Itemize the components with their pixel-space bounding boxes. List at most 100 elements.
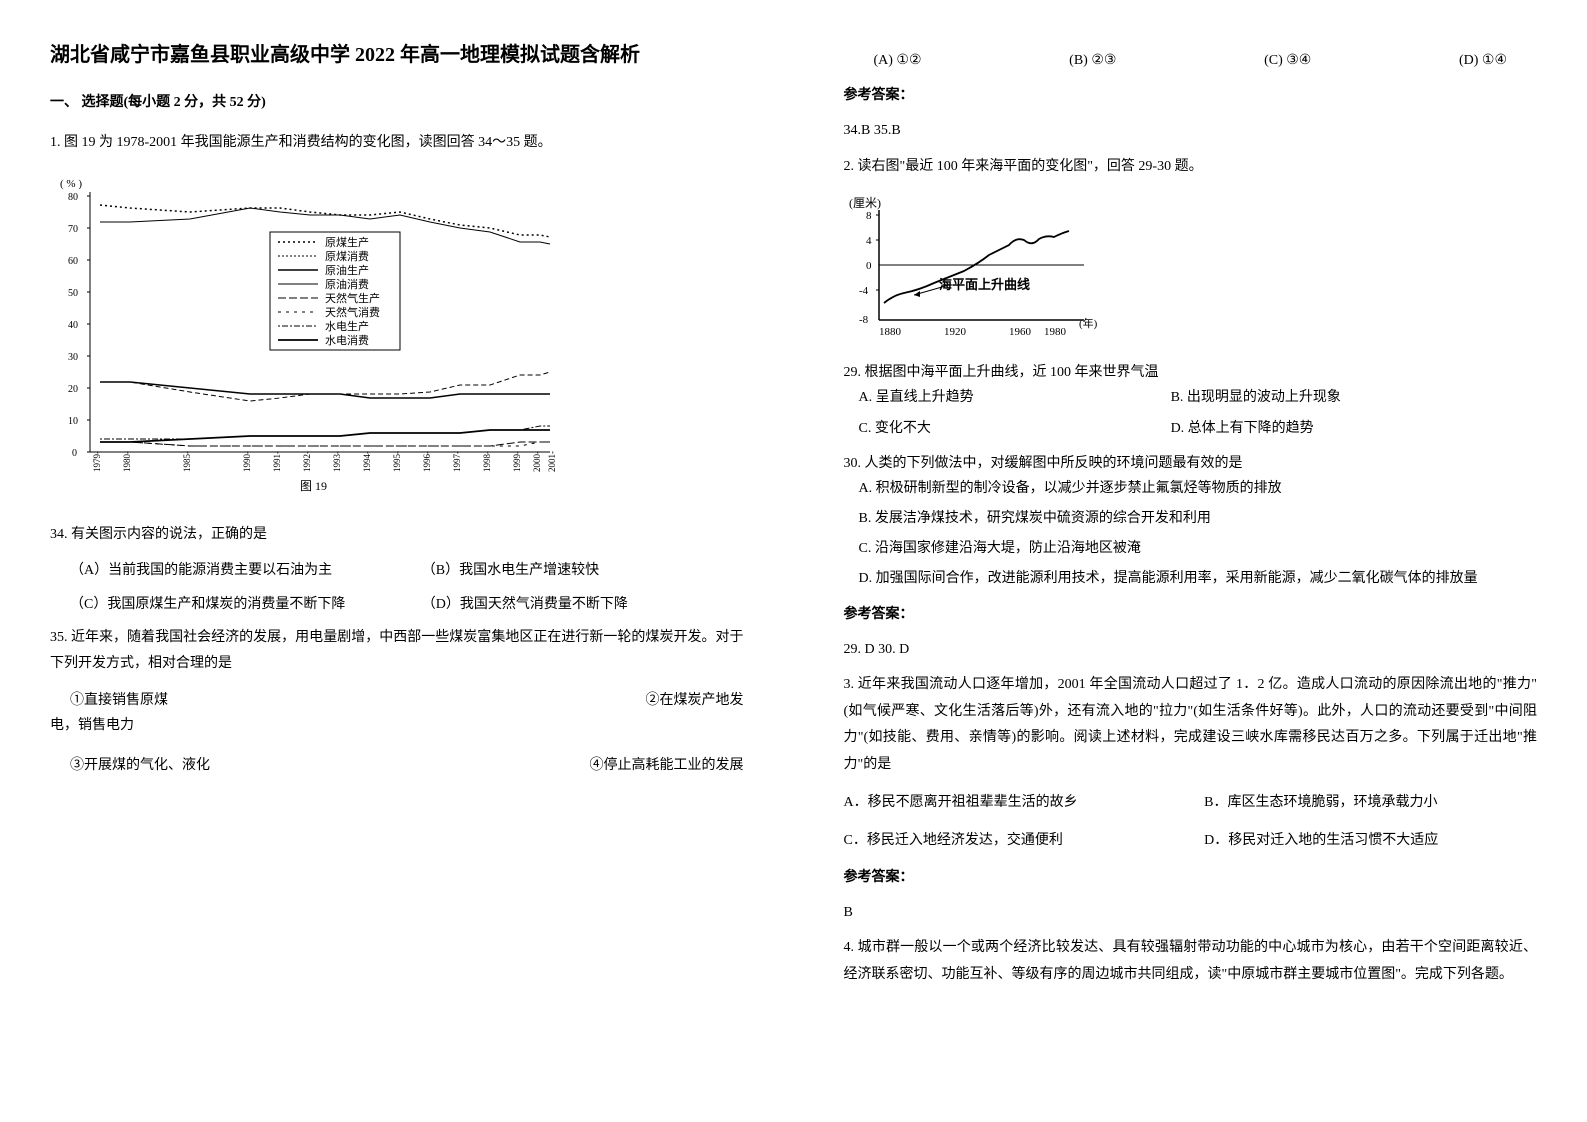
q30-b: B. 发展洁净煤技术，研究煤炭中硫资源的综合开发和利用 [844,506,1538,531]
q34-options-2: （C）我国原煤生产和煤炭的消费量不断下降 （D）我国天然气消费量不断下降 [50,592,744,617]
q29-row2: C. 变化不大 D. 总体上有下降的趋势 [844,416,1538,446]
svg-text:(年): (年) [1079,316,1098,330]
answer-3: B [844,900,1538,925]
svg-text:1996-: 1996- [422,451,432,472]
q30-a: A. 积极研制新型的制冷设备，以减少并逐步禁止氟氯烃等物质的排放 [844,476,1538,501]
answer-label-2: 参考答案： [844,602,1538,627]
left-column: 湖北省咸宁市嘉鱼县职业高级中学 2022 年高一地理模拟试题含解析 一、 选择题… [0,0,794,1122]
sealevel-chart-svg: (厘米) 8 4 0 -4 -8 1880 1920 1960 1980 (年) [844,195,1124,345]
curve-label: 海平面上升曲线 [939,277,1030,292]
svg-text:1994-: 1994- [362,451,372,472]
q30: 30. 人类的下列做法中，对缓解图中所反映的环境问题最有效的是 [844,451,1538,476]
q35-2: ②在煤炭产地发 [646,688,744,713]
q3: 3. 近年来我国流动人口逐年增加，2001 年全国流动人口超过了 1．2 亿。造… [844,672,1538,778]
q35-4: ④停止高耗能工业的发展 [590,753,744,778]
svg-text:80: 80 [68,192,78,203]
q29-c: C. 变化不大 [844,416,1156,441]
svg-text:1995-: 1995- [392,451,402,472]
svg-text:天然气消费: 天然气消费 [325,305,380,319]
opt-b: (B) ②③ [1069,48,1116,73]
y-axis-label: ( % ) [60,178,82,190]
svg-text:天然气生产: 天然气生产 [325,291,380,305]
svg-text:1980: 1980 [1044,326,1067,338]
svg-text:0: 0 [72,448,77,459]
chart1-caption: 图 19 [300,479,327,492]
q34-d: （D）我国天然气消费量不断下降 [422,592,744,617]
q35-row1: ①直接销售原煤 ②在煤炭产地发 [50,688,744,713]
q1-intro: 1. 图 19 为 1978-2001 年我国能源生产和消费结构的变化图，读图回… [50,130,744,157]
answer-2: 29. D 30. D [844,637,1538,662]
svg-text:1990-: 1990- [242,451,252,472]
svg-text:1999-: 1999- [512,451,522,472]
svg-text:2000-: 2000- [532,451,542,472]
q3-c: C．移民迁入地经济发达，交通便利 [844,828,1205,853]
svg-text:水电消费: 水电消费 [325,333,369,347]
svg-text:-4: -4 [859,285,869,297]
chart-1: ( % ) 0 10 20 30 40 50 60 70 80 [50,172,744,492]
svg-text:原油生产: 原油生产 [325,263,369,277]
svg-text:8: 8 [866,210,872,222]
svg-text:1920: 1920 [944,326,967,338]
q29-d: D. 总体上有下降的趋势 [1156,416,1314,441]
q29-b: B. 出现明显的波动上升现象 [1156,385,1341,410]
q34-c: （C）我国原煤生产和煤炭的消费量不断下降 [70,592,392,617]
q35-row2: ③开展煤的气化、液化 ④停止高耗能工业的发展 [50,753,744,778]
q35: 35. 近年来，随着我国社会经济的发展，用电量剧增，中西部一些煤炭富集地区正在进… [50,625,744,678]
answer-1: 34.B 35.B [844,118,1538,143]
svg-text:0: 0 [866,260,872,272]
abcd-options: (A) ①② (B) ②③ (C) ③④ (D) ①④ [844,48,1538,73]
q29-row1: A. 呈直线上升趋势 B. 出现明显的波动上升现象 [844,385,1538,415]
right-column: (A) ①② (B) ②③ (C) ③④ (D) ①④ 参考答案： 34.B 3… [794,0,1587,1122]
svg-text:60: 60 [68,256,78,267]
svg-text:原煤消费: 原煤消费 [325,249,369,263]
section-1-header: 一、 选择题(每小题 2 分，共 52 分) [50,90,744,115]
svg-text:-8: -8 [859,314,869,326]
chart2-ylabel: (厘米) [849,196,881,210]
q29-a: A. 呈直线上升趋势 [844,385,1156,410]
svg-text:1993-: 1993- [332,451,342,472]
svg-text:1991-: 1991- [272,451,282,472]
q4: 4. 城市群一般以一个或两个经济比较发达、具有较强辐射带动功能的中心城市为核心，… [844,935,1538,988]
q35-3: ③开展煤的气化、液化 [70,753,210,778]
svg-text:40: 40 [68,320,78,331]
q35-2-cont: 电，销售电力 [50,713,744,738]
q30-c: C. 沿海国家修建沿海大堤，防止沿海地区被淹 [844,536,1538,561]
svg-text:10: 10 [68,416,78,427]
q3-d: D．移民对迁入地的生活习惯不大适应 [1204,828,1438,853]
svg-text:1979-: 1979- [92,451,102,472]
opt-d: (D) ①④ [1459,48,1507,73]
opt-c: (C) ③④ [1264,48,1311,73]
svg-text:原煤生产: 原煤生产 [325,235,369,249]
svg-text:1880: 1880 [879,326,902,338]
q30-d: D. 加强国际间合作，改进能源利用技术，提高能源利用率，采用新能源，减少二氧化碳… [844,566,1538,591]
answer-label-3: 参考答案： [844,865,1538,890]
chart-2: (厘米) 8 4 0 -4 -8 1880 1920 1960 1980 (年) [844,195,1538,345]
svg-text:1980-: 1980- [122,451,132,472]
q3-row1: A．移民不愿离开祖祖辈辈生活的故乡 B．库区生态环境脆弱，环境承载力小 [844,790,1538,815]
svg-text:4: 4 [866,235,872,247]
svg-text:2001-: 2001- [547,451,557,472]
q3-row2: C．移民迁入地经济发达，交通便利 D．移民对迁入地的生活习惯不大适应 [844,828,1538,853]
q34-b: （B）我国水电生产增速较快 [422,558,744,583]
q34-a: （A）当前我国的能源消费主要以石油为主 [70,558,392,583]
svg-text:30: 30 [68,352,78,363]
opt-a: (A) ①② [874,48,922,73]
svg-text:70: 70 [68,224,78,235]
q35-1: ①直接销售原煤 [70,688,168,713]
q3-b: B．库区生态环境脆弱，环境承载力小 [1204,790,1437,815]
exam-title: 湖北省咸宁市嘉鱼县职业高级中学 2022 年高一地理模拟试题含解析 [50,40,744,70]
q29: 29. 根据图中海平面上升曲线，近 100 年来世界气温 [844,360,1538,385]
svg-text:1960: 1960 [1009,326,1032,338]
q34: 34. 有关图示内容的说法，正确的是 [50,522,744,549]
svg-text:1992-: 1992- [302,451,312,472]
q2-intro: 2. 读右图"最近 100 年来海平面的变化图"，回答 29-30 题。 [844,154,1538,181]
svg-text:20: 20 [68,384,78,395]
svg-text:1997-: 1997- [452,451,462,472]
q3-a: A．移民不愿离开祖祖辈辈生活的故乡 [844,790,1205,815]
svg-text:水电生产: 水电生产 [325,319,369,333]
svg-text:50: 50 [68,288,78,299]
svg-text:原油消费: 原油消费 [325,277,369,291]
energy-chart-svg: ( % ) 0 10 20 30 40 50 60 70 80 [50,172,570,492]
q34-options-1: （A）当前我国的能源消费主要以石油为主 （B）我国水电生产增速较快 [50,558,744,583]
answer-label-1: 参考答案： [844,83,1538,108]
